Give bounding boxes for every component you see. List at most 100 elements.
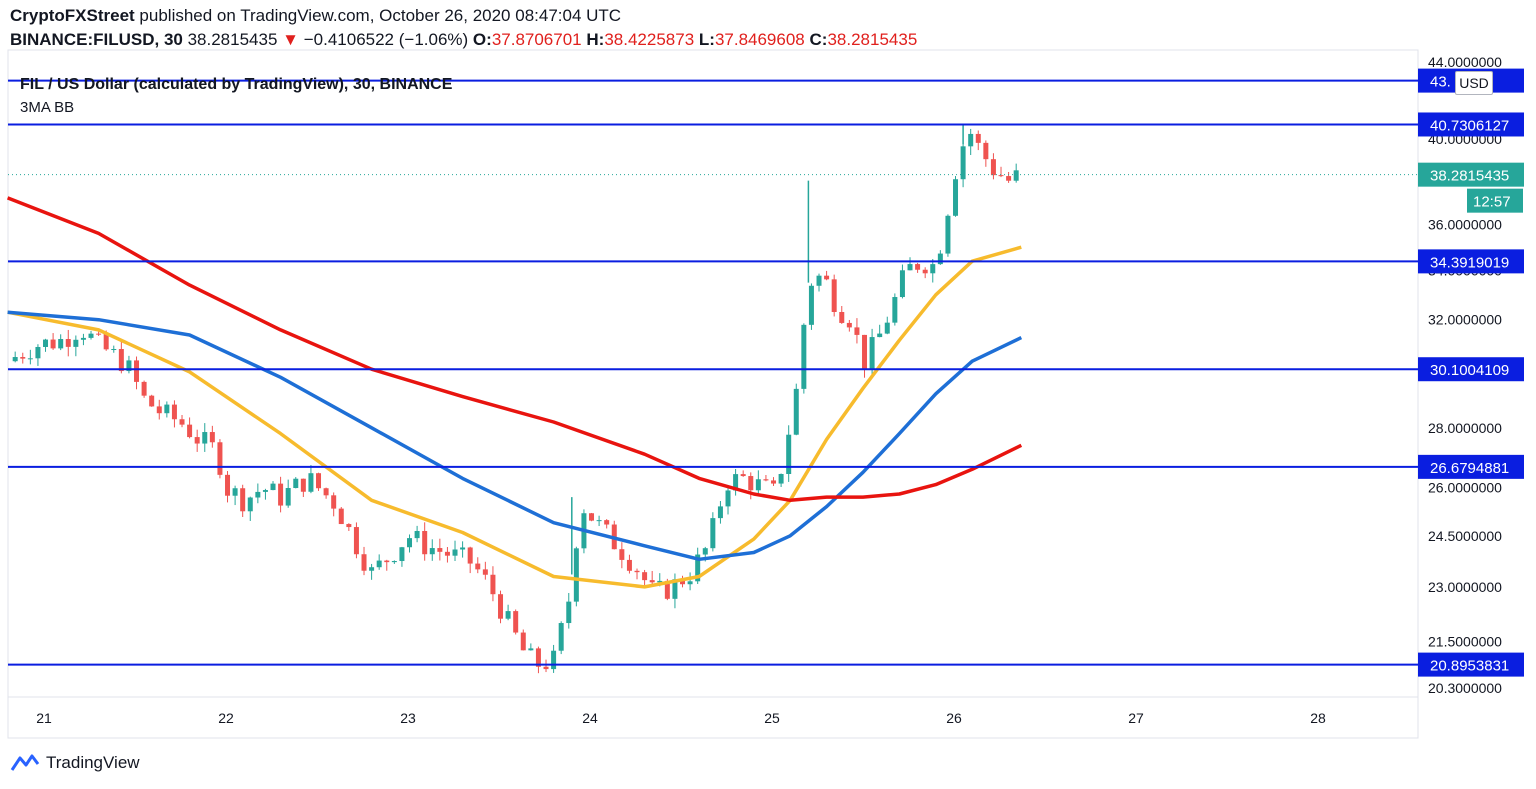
moving-average-line (6, 196, 1023, 503)
candle-body (968, 133, 974, 147)
candle-body (361, 554, 367, 571)
candle-body (763, 479, 769, 481)
candle-body (111, 349, 117, 351)
candle-body (869, 337, 875, 370)
candle-body (824, 275, 830, 280)
candle-body (73, 339, 79, 347)
candle-body (695, 554, 701, 582)
down-arrow-icon: ▼ (282, 30, 299, 49)
candle-body (1006, 176, 1012, 181)
x-tick-label: 21 (36, 710, 52, 726)
candle-body (778, 473, 784, 484)
candle-body (808, 285, 814, 325)
candle-body (209, 432, 215, 443)
candle-body (566, 601, 572, 624)
candle-body (551, 650, 557, 670)
candle-body (490, 574, 496, 595)
candle-body (657, 580, 663, 583)
candle-body (437, 548, 443, 552)
candle-body (680, 579, 686, 585)
change-value: −0.4106522 (−1.06%) (303, 30, 469, 49)
candle-body (831, 279, 837, 313)
y-tick-label: 24.5000000 (1428, 528, 1502, 544)
candle-body (225, 474, 231, 496)
open-label: O: (472, 30, 492, 49)
legend-title[interactable]: FIL / US Dollar (calculated by TradingVi… (20, 76, 453, 93)
candle-body (316, 473, 322, 489)
candle-body (429, 548, 435, 555)
level-price-tag (1418, 112, 1524, 137)
y-tick-label: 32.0000000 (1428, 312, 1502, 328)
candle-body (892, 297, 898, 323)
candle-body (50, 339, 56, 349)
candle-body (293, 478, 299, 489)
level-price-tag (1418, 357, 1524, 382)
x-tick-label: 24 (582, 710, 598, 726)
y-tick-label: 28.0000000 (1428, 420, 1502, 436)
y-tick-label: 36.0000000 (1428, 216, 1502, 232)
level-price-tag (1418, 454, 1524, 479)
candle-body (399, 547, 405, 562)
candle-body (596, 520, 602, 522)
candle-body (513, 611, 519, 633)
countdown-tag (1467, 188, 1523, 213)
candle-body (899, 270, 905, 298)
candle-body (278, 483, 284, 506)
close-label: C: (809, 30, 828, 49)
y-tick-label: 20.3000000 (1428, 680, 1502, 696)
candle-body (702, 548, 708, 555)
candle-body (232, 488, 238, 496)
indicator-label[interactable]: 3MA BB (20, 99, 74, 116)
currency-button[interactable]: USD (1455, 71, 1493, 95)
candle-body (953, 179, 959, 216)
published-text: published on TradingView.com, October 26… (139, 6, 622, 25)
candle-body (346, 524, 352, 528)
level-price-tag (1418, 249, 1524, 274)
open-value: 37.8706701 (491, 30, 582, 49)
candle-body (634, 570, 640, 573)
candle-body (58, 339, 64, 349)
ohlc-line: BINANCE:FILUSD, 30 38.2815435 ▼ −0.41065… (10, 30, 917, 50)
candle-body (467, 547, 473, 564)
high-label: H: (586, 30, 605, 49)
candle-body (862, 334, 868, 370)
candle-body (12, 357, 18, 362)
candle-body (187, 424, 193, 438)
candle-body (407, 538, 413, 548)
tradingview-logo[interactable]: TradingView (10, 752, 140, 774)
level-price-tag (1418, 652, 1524, 677)
x-tick-label: 22 (218, 710, 234, 726)
candle-body (475, 563, 481, 570)
candle-body (990, 159, 996, 176)
y-tick-label: 23.0000000 (1428, 579, 1502, 595)
candle-body (771, 480, 777, 484)
axis-ticks: 21 22 23 24 25 26 27 2844.000000040.000000036.0… (36, 54, 1502, 726)
high-value: 38.4225873 (604, 30, 695, 49)
candle-body (937, 253, 943, 265)
candle-body (414, 530, 420, 539)
candle-body (649, 580, 655, 583)
candle-body (338, 508, 344, 525)
candle-body (801, 324, 807, 389)
candle-body (88, 333, 94, 338)
level-price-label: 26.6794881 (1430, 460, 1509, 477)
horizontal-levels[interactable]: 43. 8940.730612734.391901930.100410926.6… (8, 68, 1524, 677)
logo-text: TradingView (46, 753, 140, 772)
candle-body (619, 549, 625, 560)
candle-body (331, 495, 337, 509)
candle-body (710, 518, 716, 549)
publisher-name[interactable]: CryptoFXStreet (10, 6, 135, 25)
candle-body (998, 175, 1004, 177)
candle-body (589, 513, 595, 521)
candle-body (816, 275, 822, 286)
level-price-label: 20.8953831 (1430, 658, 1509, 675)
candle-body (460, 547, 466, 550)
candle-body (103, 333, 109, 350)
candle-body (255, 491, 261, 498)
candle-body (664, 580, 670, 599)
level-price-label: 30.1004109 (1430, 362, 1509, 379)
candle-body (217, 442, 223, 475)
candle-body (202, 432, 208, 444)
y-tick-label: 26.0000000 (1428, 480, 1502, 496)
